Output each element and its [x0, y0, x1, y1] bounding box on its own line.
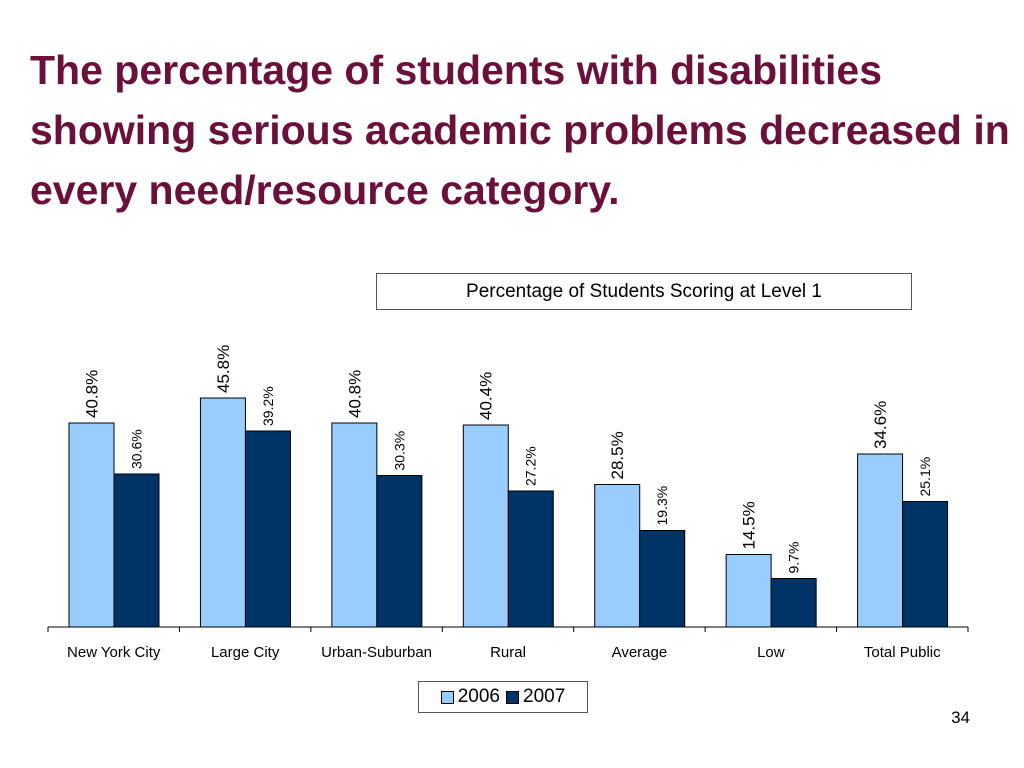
- bar-total-public-2006: [857, 453, 904, 628]
- data-label-average-2007: 19.3%: [654, 486, 670, 526]
- bar-low-2006: [725, 554, 772, 628]
- data-label-average-2006: 28.5%: [608, 431, 627, 479]
- legend-swatch-2006: [440, 690, 454, 704]
- bars-layer: [68, 397, 949, 628]
- bar-low-2007: [770, 578, 817, 628]
- data-label-large-city-2006: 45.8%: [214, 345, 233, 393]
- legend-item-2006: 2006: [440, 686, 500, 708]
- data-label-urban-suburban-2006: 40.8%: [345, 370, 364, 418]
- x-tick-label: Large City: [211, 644, 280, 661]
- legend-item-2007: 2007: [506, 686, 565, 708]
- page-number: 34: [951, 708, 970, 727]
- bar-large-city-2006: [199, 397, 246, 628]
- x-tick-label: Rural: [490, 644, 526, 661]
- data-label-large-city-2007: 39.2%: [260, 386, 276, 426]
- bar-urban-suburban-2007: [376, 475, 423, 628]
- legend: 2006 2007: [418, 681, 588, 713]
- data-label-total-public-2007: 25.1%: [917, 457, 933, 497]
- x-tick-label: Total Public: [864, 644, 941, 661]
- chart-title: Percentage of Students Scoring at Level …: [376, 273, 912, 310]
- legend-label-2006: 2006: [457, 686, 500, 707]
- bar-new-york-city-2006: [68, 422, 115, 628]
- data-label-new-york-city-2007: 30.6%: [128, 429, 144, 469]
- value-labels-layer: 40.8% 30.6% 45.8% 39.2% 40.8% 30.3% 40.4% 27.2%…: [82, 345, 933, 574]
- x-tick-label: Low: [757, 644, 785, 661]
- slide-title: The percentage of students with disabili…: [30, 47, 1010, 213]
- legend-swatch-2007: [506, 690, 519, 704]
- data-label-rural-2007: 27.2%: [523, 446, 539, 486]
- bar-new-york-city-2007: [113, 473, 160, 628]
- data-label-total-public-2006: 34.6%: [871, 401, 890, 449]
- x-tick-label: Urban-Suburban: [321, 644, 432, 661]
- data-label-urban-suburban-2007: 30.3%: [391, 431, 407, 471]
- x-tick-label: Average: [612, 644, 668, 661]
- data-label-new-york-city-2006: 40.8%: [82, 370, 101, 418]
- x-axis: New York City Large City Urban-Suburban Rur…: [47, 626, 969, 661]
- bar-large-city-2007: [244, 430, 291, 628]
- bar-average-2006: [594, 484, 641, 628]
- data-label-low-2007: 9.7%: [786, 542, 802, 574]
- bar-total-public-2007: [902, 501, 949, 628]
- data-label-rural-2006: 40.4%: [477, 372, 496, 420]
- bar-rural-2006: [462, 424, 509, 628]
- x-tick-label: New York City: [67, 644, 161, 661]
- data-label-low-2006: 14.5%: [740, 501, 759, 549]
- bar-average-2007: [639, 530, 686, 628]
- bar-urban-suburban-2006: [331, 422, 378, 628]
- bar-rural-2007: [507, 490, 554, 628]
- legend-label-2007: 2007: [523, 686, 566, 707]
